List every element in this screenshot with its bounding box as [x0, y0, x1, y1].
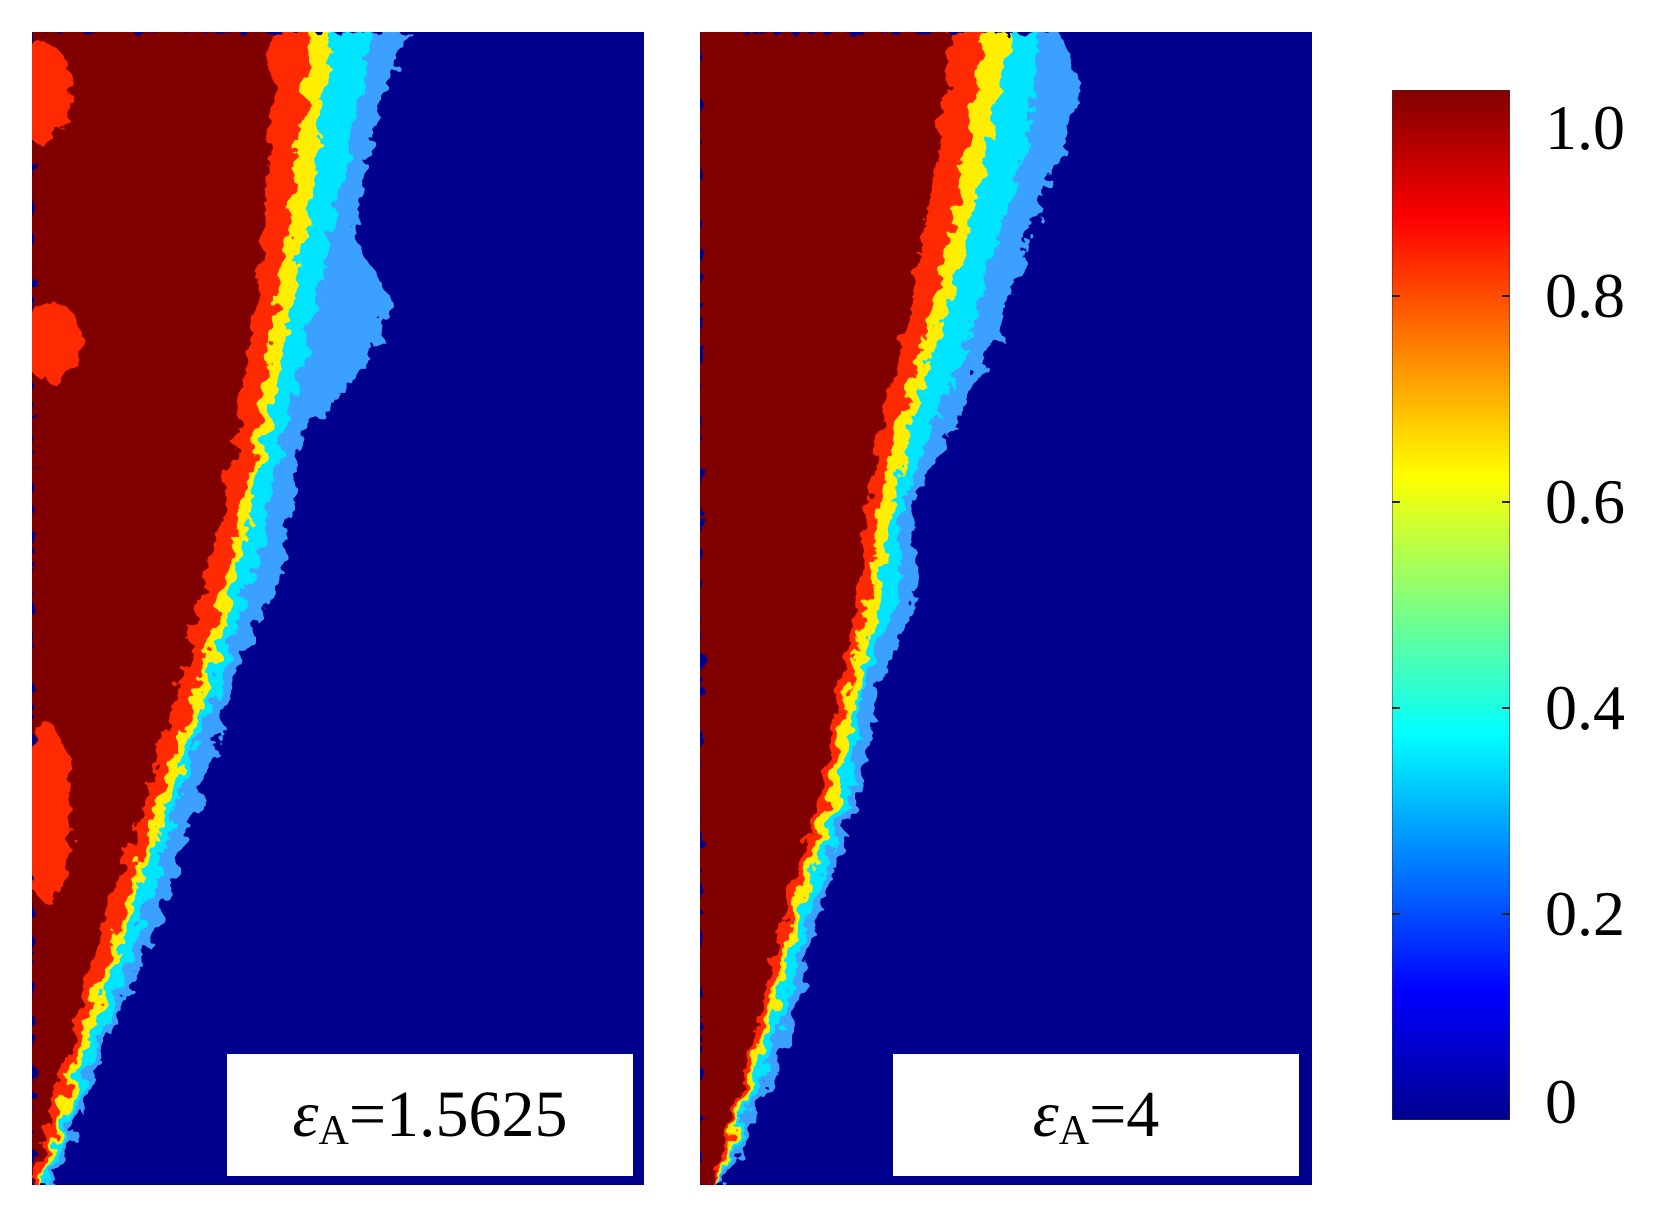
epsilon-subscript: A	[318, 1108, 349, 1154]
epsilon-value: =1.5625	[348, 1078, 568, 1151]
panel-label-right: ε A =4	[893, 1054, 1299, 1176]
field-map-image-right	[700, 32, 1080, 1185]
colorbar-tick-label: 0.6	[1545, 466, 1625, 537]
epsilon-symbol: ε	[292, 1078, 319, 1151]
field-map-image-left	[32, 32, 412, 1185]
colorbar-tick-label: 0.8	[1545, 260, 1625, 331]
colorbar-gradient	[1392, 90, 1510, 1120]
colorbar-tick-label: 0	[1545, 1066, 1577, 1137]
field-map-panel-left: ε A =1.5625	[32, 32, 644, 1185]
epsilon-value: =4	[1089, 1078, 1160, 1151]
epsilon-subscript: A	[1058, 1108, 1090, 1154]
panel-label-left: ε A =1.5625	[227, 1054, 633, 1176]
colorbar-tick-label: 0.4	[1545, 672, 1625, 743]
epsilon-symbol: ε	[1032, 1078, 1059, 1151]
colorbar	[1392, 90, 1510, 1120]
colorbar-tick-label: 0.2	[1545, 878, 1625, 949]
colorbar-tick-label: 1.0	[1545, 92, 1625, 163]
field-map-panel-right: ε A =4	[700, 32, 1312, 1185]
